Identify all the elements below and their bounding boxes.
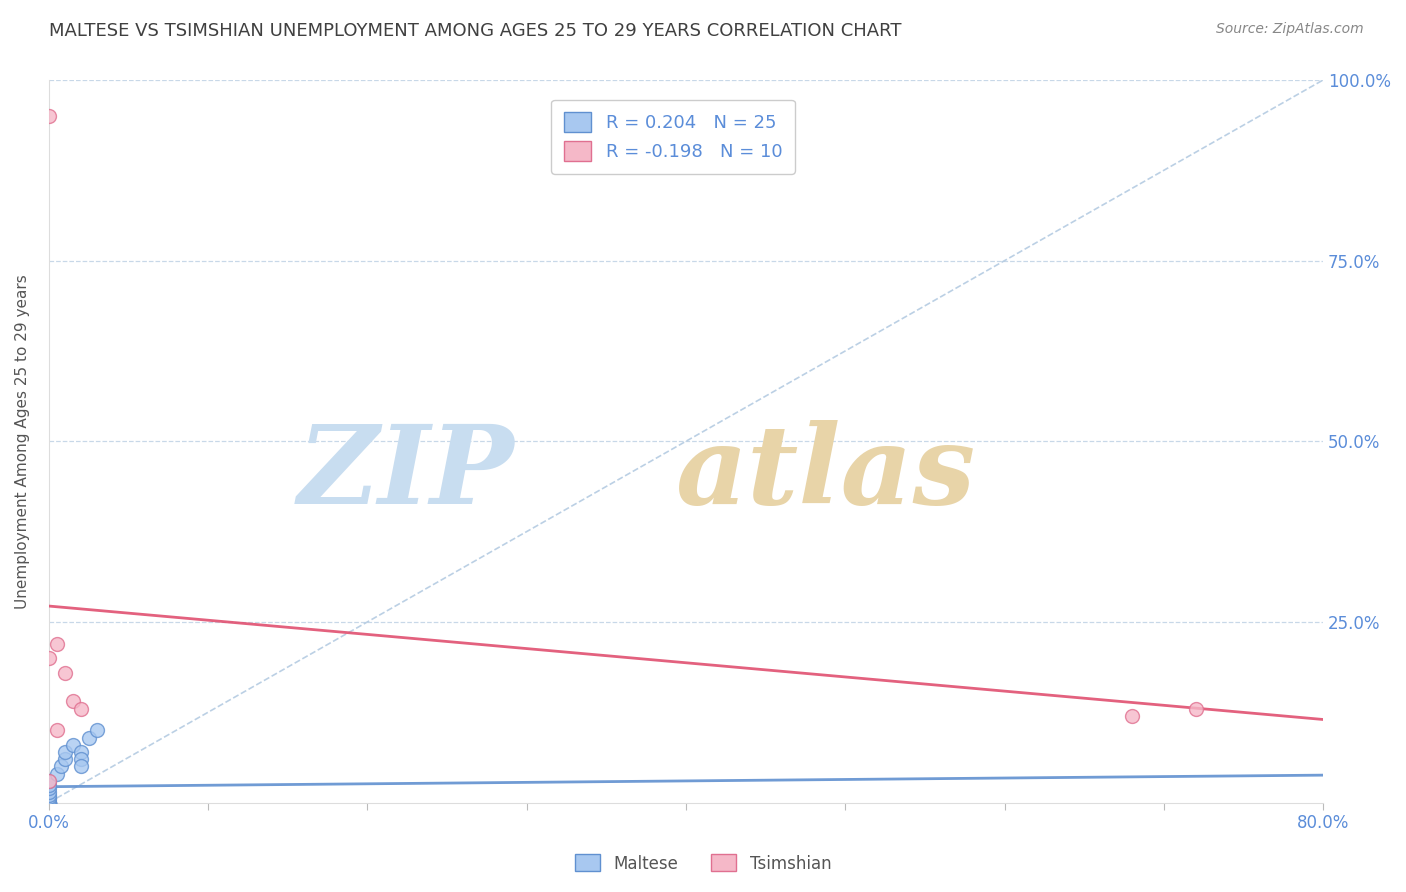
Text: MALTESE VS TSIMSHIAN UNEMPLOYMENT AMONG AGES 25 TO 29 YEARS CORRELATION CHART: MALTESE VS TSIMSHIAN UNEMPLOYMENT AMONG …: [49, 22, 901, 40]
Point: [77, 731, 100, 745]
Point: [38, 789, 60, 803]
Point: [38, 796, 60, 810]
Point: [45, 723, 67, 738]
Point: [38, 773, 60, 788]
Point: [38, 796, 60, 810]
Point: [69, 745, 91, 759]
Point: [38, 792, 60, 806]
Legend: R = 0.204   N = 25, R = -0.198   N = 10: R = 0.204 N = 25, R = -0.198 N = 10: [551, 100, 794, 174]
Point: [53, 665, 76, 680]
Point: [38, 651, 60, 665]
Point: [38, 796, 60, 810]
Y-axis label: Unemployment Among Ages 25 to 29 years: Unemployment Among Ages 25 to 29 years: [15, 274, 30, 608]
Point: [38, 778, 60, 792]
Point: [53, 752, 76, 766]
Text: ZIP: ZIP: [297, 420, 515, 527]
Point: [69, 759, 91, 773]
Point: [38, 781, 60, 796]
Text: atlas: atlas: [676, 420, 976, 527]
Point: [62, 694, 84, 708]
Point: [53, 745, 76, 759]
Point: [69, 752, 91, 766]
Point: [38, 796, 60, 810]
Point: [86, 723, 108, 738]
Point: [38, 785, 60, 799]
Point: [38, 796, 60, 810]
Point: [38, 789, 60, 804]
Point: [38, 796, 60, 810]
Point: [45, 637, 67, 651]
Point: [62, 738, 84, 752]
Point: [1184, 701, 1206, 715]
Point: [38, 796, 60, 810]
Legend: Maltese, Tsimshian: Maltese, Tsimshian: [568, 847, 838, 880]
Point: [38, 796, 60, 810]
Point: [51, 759, 73, 773]
Point: [38, 773, 60, 788]
Point: [45, 766, 67, 780]
Text: Source: ZipAtlas.com: Source: ZipAtlas.com: [1216, 22, 1364, 37]
Point: [1121, 709, 1143, 723]
Point: [38, 109, 60, 123]
Point: [69, 701, 91, 715]
